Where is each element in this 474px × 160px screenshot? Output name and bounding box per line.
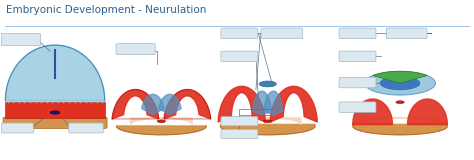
FancyBboxPatch shape (339, 51, 376, 62)
FancyBboxPatch shape (339, 102, 376, 112)
Polygon shape (164, 90, 211, 119)
Polygon shape (353, 99, 392, 124)
Circle shape (380, 76, 420, 90)
Polygon shape (360, 118, 440, 124)
Polygon shape (353, 124, 447, 135)
FancyBboxPatch shape (386, 28, 427, 39)
Text: Embryonic Development - Neurulation: Embryonic Development - Neurulation (6, 5, 207, 16)
Polygon shape (408, 99, 447, 124)
Polygon shape (220, 124, 315, 135)
FancyBboxPatch shape (116, 44, 155, 54)
FancyBboxPatch shape (339, 28, 376, 39)
FancyBboxPatch shape (1, 123, 33, 133)
FancyBboxPatch shape (221, 117, 258, 126)
Polygon shape (117, 126, 206, 135)
Polygon shape (253, 91, 272, 115)
Circle shape (365, 71, 436, 95)
Polygon shape (218, 86, 265, 122)
Polygon shape (264, 91, 283, 115)
Polygon shape (112, 90, 159, 119)
Circle shape (50, 111, 60, 114)
Wedge shape (373, 71, 427, 83)
Polygon shape (5, 45, 105, 101)
FancyBboxPatch shape (261, 28, 303, 39)
FancyBboxPatch shape (1, 33, 40, 46)
Circle shape (396, 101, 404, 104)
Polygon shape (159, 94, 181, 115)
Circle shape (157, 120, 165, 123)
Polygon shape (131, 118, 192, 124)
FancyBboxPatch shape (221, 129, 258, 139)
FancyBboxPatch shape (3, 117, 107, 128)
Bar (5, 102, 105, 118)
Polygon shape (142, 94, 164, 115)
Circle shape (259, 81, 276, 87)
FancyBboxPatch shape (69, 123, 103, 133)
Polygon shape (235, 118, 301, 124)
Polygon shape (270, 86, 317, 122)
FancyBboxPatch shape (221, 28, 258, 39)
Circle shape (264, 120, 272, 123)
FancyBboxPatch shape (339, 77, 376, 88)
FancyBboxPatch shape (221, 51, 258, 62)
